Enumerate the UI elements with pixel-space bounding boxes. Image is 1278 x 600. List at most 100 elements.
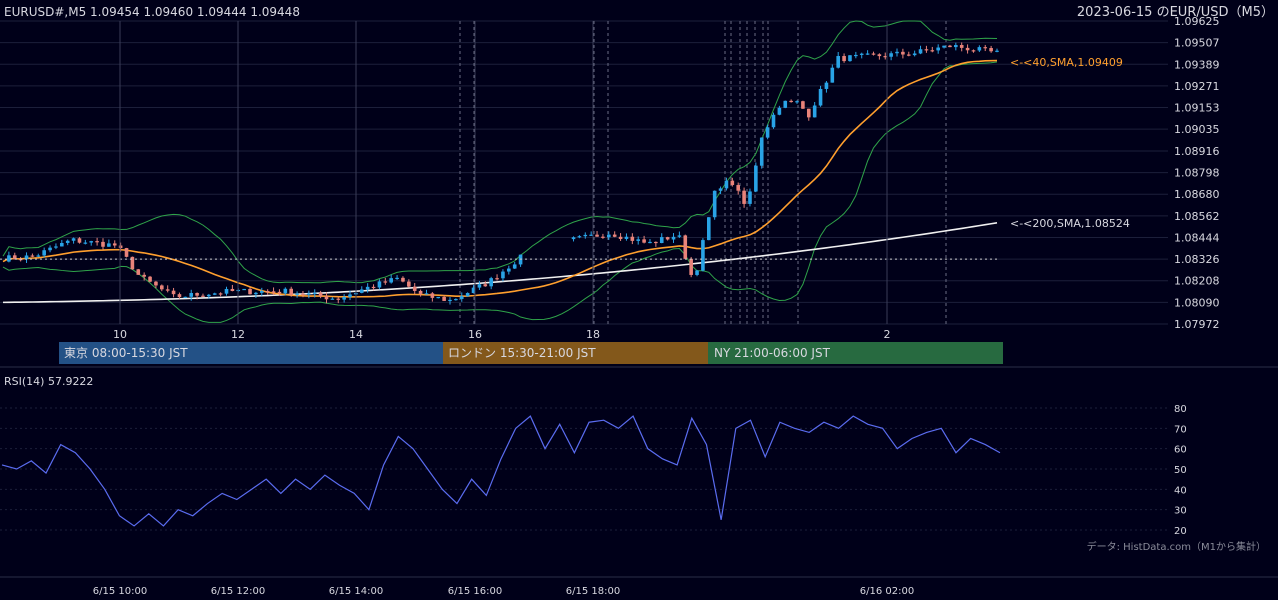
- candle-body: [207, 294, 211, 297]
- price-tick-label: 1.08562: [1174, 210, 1220, 223]
- candle-body: [112, 243, 117, 246]
- rsi-series-line: [1, 415, 1001, 527]
- candle-body: [595, 234, 599, 237]
- candle-body: [142, 274, 146, 277]
- candle-body: [971, 50, 976, 52]
- price-tick-label: 1.08916: [1174, 145, 1220, 158]
- candle-body: [454, 298, 458, 301]
- candle-body: [665, 237, 670, 240]
- candle-body: [512, 264, 517, 269]
- candle-body: [654, 241, 658, 244]
- candle-body: [30, 255, 35, 257]
- candle-body: [724, 180, 729, 189]
- candle-body: [395, 277, 399, 280]
- candle-body: [842, 56, 846, 62]
- candle-body: [71, 238, 76, 241]
- data-source-note: データ: HistData.com（M1から集計）: [1087, 540, 1266, 553]
- candle-body: [754, 165, 758, 192]
- candle-body: [359, 289, 364, 293]
- candle-body: [648, 241, 652, 244]
- candle-body: [748, 191, 752, 204]
- rsi-tick-label: 20: [1174, 526, 1187, 537]
- session-london: [443, 342, 708, 364]
- price-tick-label: 1.09507: [1174, 37, 1220, 50]
- candle-body: [877, 54, 882, 57]
- rsi-tick-label: 80: [1174, 404, 1187, 415]
- price-tick-label: 1.08326: [1174, 253, 1220, 266]
- candle-body: [801, 101, 805, 109]
- candle-body: [230, 288, 235, 292]
- price-axis: 1.09625 1.09507 1.09389 1.09271 1.09153 1.090…: [1174, 15, 1220, 331]
- price-tick-label: 1.09271: [1174, 80, 1220, 93]
- candle-body: [912, 53, 917, 56]
- candle-body: [642, 239, 646, 243]
- time-tick-label: 14: [349, 328, 363, 341]
- session-tokyo-label: 東京 08:00-15:30 JST: [64, 346, 188, 360]
- candle-body: [706, 217, 711, 241]
- candle-body: [271, 291, 276, 293]
- candle-body: [336, 298, 341, 300]
- candle-body: [936, 47, 940, 51]
- candle-body: [989, 48, 993, 52]
- time-tick-label: 12: [231, 328, 245, 341]
- candle-body: [683, 235, 688, 259]
- rsi-tick-label: 30: [1174, 506, 1187, 517]
- candle-body: [171, 290, 176, 295]
- bollinger-bands: [2, 20, 998, 323]
- sma-200-path: [2, 222, 998, 304]
- candle-body: [18, 259, 23, 261]
- price-tick-label: 1.09625: [1174, 15, 1220, 28]
- candle-body: [954, 45, 958, 48]
- candle-body: [865, 53, 870, 55]
- candle-body: [89, 241, 94, 243]
- time-tick-label: 16: [468, 328, 482, 341]
- candle-body: [983, 47, 988, 49]
- candle-body: [130, 256, 135, 270]
- candle-body: [177, 294, 182, 298]
- rsi-time-tick-label: 6/15 10:00: [93, 586, 147, 597]
- time-tick-label: 18: [586, 328, 600, 341]
- candle-body: [812, 105, 817, 118]
- candle-body: [254, 292, 258, 295]
- candle-body: [859, 53, 864, 55]
- session-london-label: ロンドン 15:30-21:00 JST: [448, 346, 596, 360]
- chart-title: 2023-06-15 のEUR/USD（M5）: [1077, 5, 1274, 20]
- candle-body: [165, 289, 170, 291]
- candle-body: [583, 234, 588, 237]
- candle-body: [312, 292, 317, 294]
- candle-body: [412, 286, 417, 291]
- candle-body: [148, 276, 152, 282]
- candle-body: [60, 242, 64, 247]
- candle-body: [324, 296, 329, 300]
- candle-body: [383, 281, 388, 283]
- candle-body: [348, 294, 352, 297]
- candle-body: [277, 291, 282, 294]
- candle-body: [136, 269, 141, 275]
- rsi-time-tick-label: 6/15 16:00: [448, 586, 502, 597]
- candle-body: [830, 67, 835, 83]
- price-tick-label: 1.09153: [1174, 102, 1220, 115]
- candle-body: [601, 236, 605, 238]
- candle-body: [212, 293, 217, 295]
- time-tick-label: 10: [113, 328, 127, 341]
- candle-body: [318, 292, 323, 297]
- candle-body: [618, 236, 623, 239]
- candle-body: [848, 55, 852, 62]
- candle-body: [883, 56, 888, 58]
- candle-body: [789, 100, 793, 103]
- candle-body: [895, 51, 899, 54]
- candle-body: [436, 296, 441, 299]
- candle-body: [430, 293, 435, 298]
- candle-body: [218, 293, 223, 295]
- candle-body: [401, 277, 405, 282]
- candle-body: [689, 258, 693, 275]
- candle-body: [12, 255, 17, 260]
- candle-body: [918, 49, 923, 54]
- candle-body: [495, 278, 499, 280]
- candle-body: [507, 268, 511, 272]
- candle-body: [783, 100, 788, 108]
- candle-body: [424, 293, 429, 295]
- candle-body: [189, 293, 194, 297]
- candle-body: [607, 234, 611, 238]
